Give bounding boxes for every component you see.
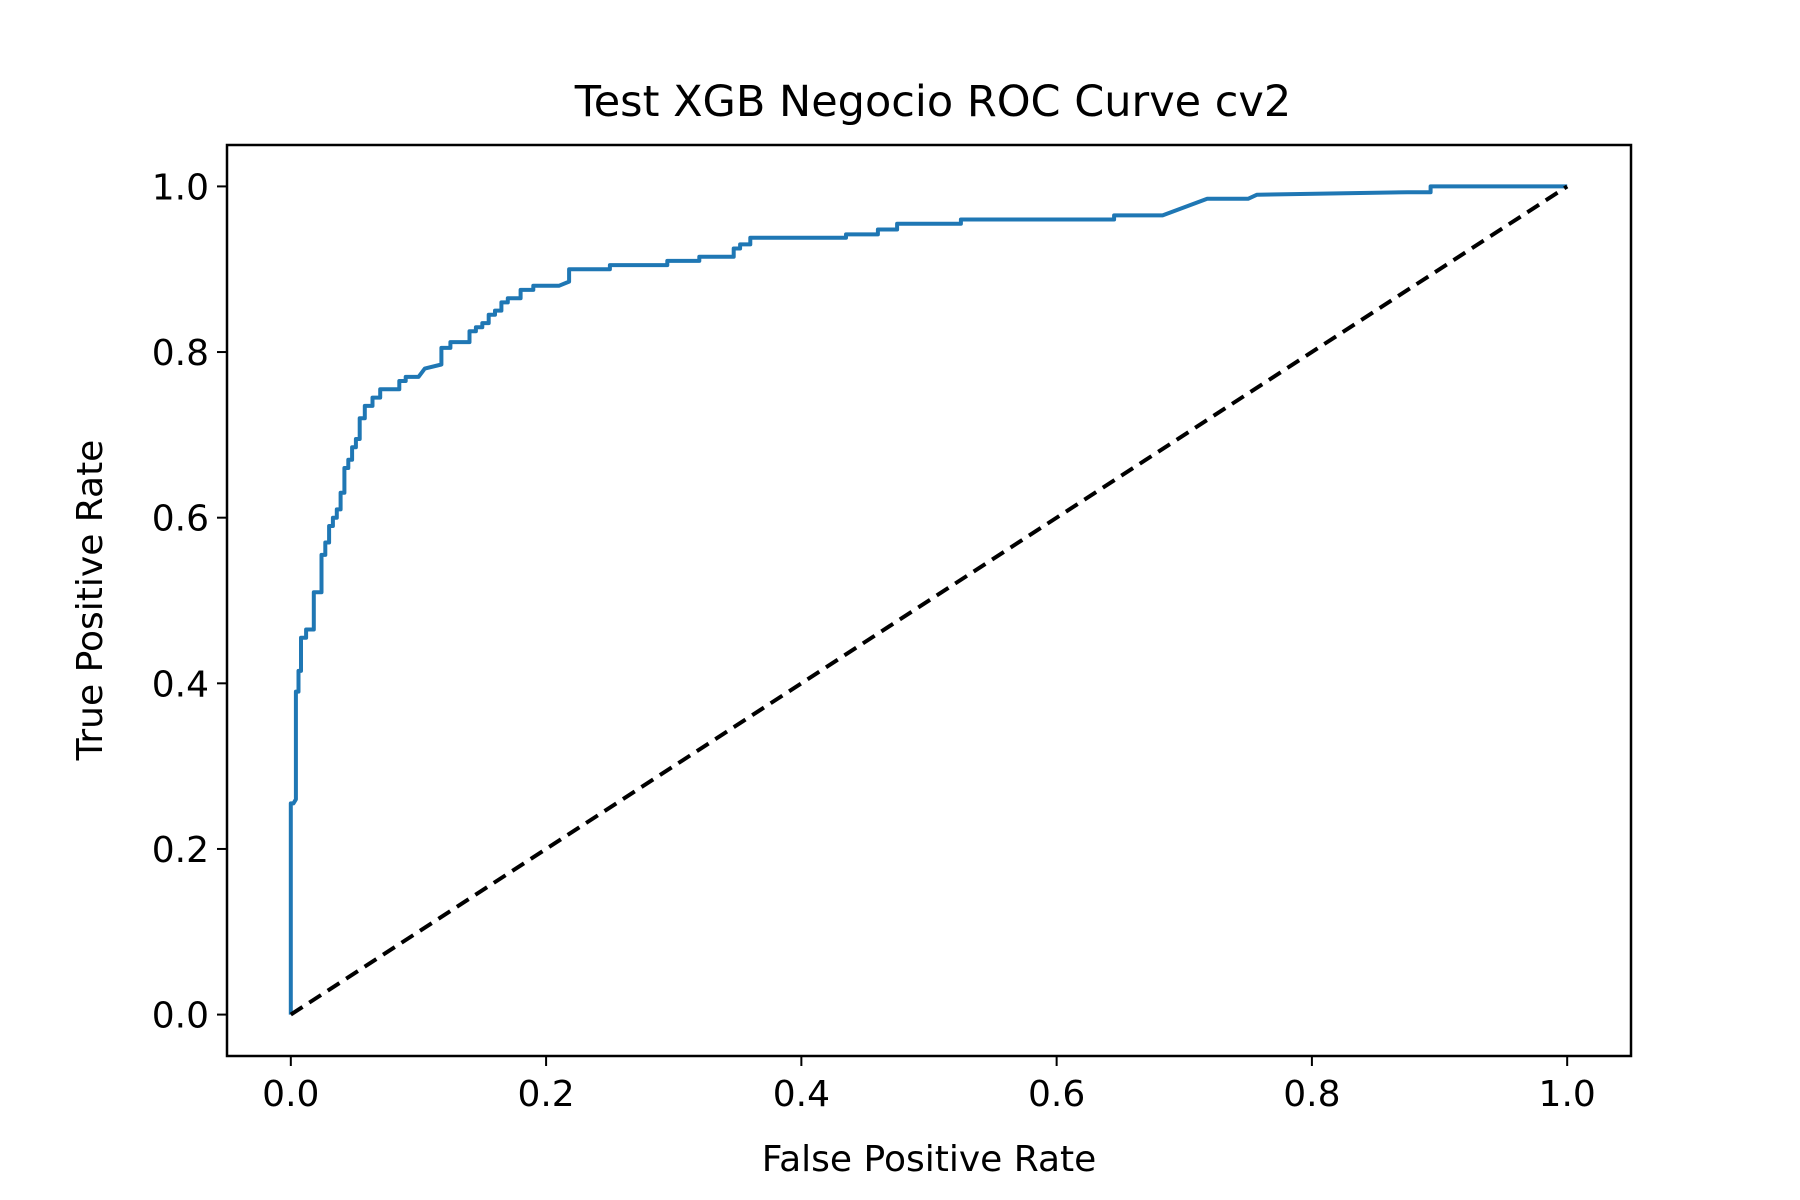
y-tick-label: 0.0: [152, 996, 209, 1037]
y-axis: 0.0 0.2 0.4 0.6 0.8 1.0: [152, 167, 227, 1037]
y-tick-label: 0.8: [152, 333, 209, 374]
plot-area: [288, 184, 1569, 1017]
y-tick-label: 0.4: [152, 664, 209, 705]
y-axis-label: True Positive Rate: [70, 440, 111, 762]
x-axis: 0.0 0.2 0.4 0.6 0.8 1.0: [262, 1056, 1596, 1115]
chart-title: Test XGB Negocio ROC Curve cv2: [574, 77, 1291, 127]
x-axis-label: False Positive Rate: [762, 1139, 1097, 1180]
x-tick-label: 0.8: [1283, 1074, 1340, 1115]
x-tick-label: 0.4: [773, 1074, 830, 1115]
y-tick-label: 0.2: [152, 830, 209, 871]
x-tick-label: 0.2: [517, 1074, 574, 1115]
roc-curve-line: [288, 184, 1568, 1015]
axes-frame: [225, 143, 1633, 1058]
x-tick-label: 0.6: [1028, 1074, 1085, 1115]
x-tick-label: 0.0: [262, 1074, 319, 1115]
y-tick-label: 1.0: [152, 167, 209, 208]
chance-diagonal-line: [289, 184, 1569, 1017]
x-tick-label: 1.0: [1539, 1074, 1596, 1115]
y-tick-label: 0.6: [152, 499, 209, 540]
